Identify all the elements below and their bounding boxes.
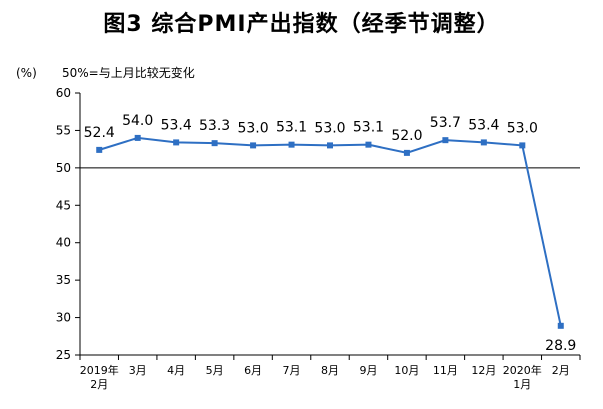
data-label: 53.0 (237, 120, 268, 136)
data-label: 52.0 (391, 128, 422, 144)
data-label: 28.9 (545, 338, 576, 354)
x-tick-label: 3月 (129, 364, 147, 377)
data-label: 52.4 (84, 125, 115, 141)
x-tick-label: 7月 (283, 364, 301, 377)
data-point (519, 142, 526, 149)
x-tick-label: 2月 (90, 378, 108, 391)
x-tick-label: 6月 (244, 364, 262, 377)
y-tick-label: 55 (56, 123, 71, 137)
data-label: 53.4 (161, 117, 192, 133)
data-point (327, 142, 333, 149)
data-label: 53.1 (276, 120, 307, 136)
x-tick-label-year: 2019年 (80, 363, 119, 377)
y-axis-unit-label: (%) (16, 66, 37, 80)
data-point (557, 322, 564, 329)
x-tick-label: 9月 (359, 364, 377, 377)
x-tick-label: 12月 (471, 364, 496, 377)
x-tick-label: 10月 (394, 364, 419, 377)
data-point (96, 146, 103, 153)
reference-note: 50%=与上月比较无变化 (62, 66, 195, 80)
x-tick-label: 2月 (552, 364, 570, 377)
chart-title: 图3 综合PMI产出指数（经季节调整） (103, 12, 500, 37)
x-tick-label: 5月 (206, 364, 224, 377)
data-label: 53.0 (507, 120, 538, 136)
data-point (250, 142, 257, 149)
data-point (134, 134, 141, 141)
y-tick-label: 60 (56, 86, 71, 100)
data-point (365, 141, 372, 148)
data-point (173, 139, 180, 146)
y-tick-label: 45 (56, 198, 71, 212)
data-label: 53.3 (199, 118, 230, 134)
data-point (442, 137, 449, 144)
series-line (98, 136, 562, 327)
data-point (211, 140, 218, 147)
data-label: 54.0 (122, 113, 153, 129)
data-label: 53.0 (314, 120, 345, 136)
y-tick-label: 30 (56, 311, 71, 325)
x-tick-label: 8月 (321, 364, 339, 377)
y-tick-label: 50 (56, 161, 71, 175)
y-tick-label: 25 (56, 348, 71, 362)
data-point (403, 149, 410, 156)
data-label: 53.1 (353, 120, 384, 136)
data-label: 53.4 (468, 117, 499, 133)
x-tick-label: 11月 (433, 364, 458, 377)
x-tick-label: 1月 (513, 378, 531, 391)
x-tick-label-year: 2020年 (503, 363, 542, 377)
data-point (288, 141, 295, 148)
x-tick-label: 4月 (167, 364, 185, 377)
data-point (480, 139, 487, 146)
y-tick-label: 40 (56, 236, 71, 250)
y-tick-label: 35 (56, 273, 71, 287)
data-label: 53.7 (430, 115, 461, 131)
